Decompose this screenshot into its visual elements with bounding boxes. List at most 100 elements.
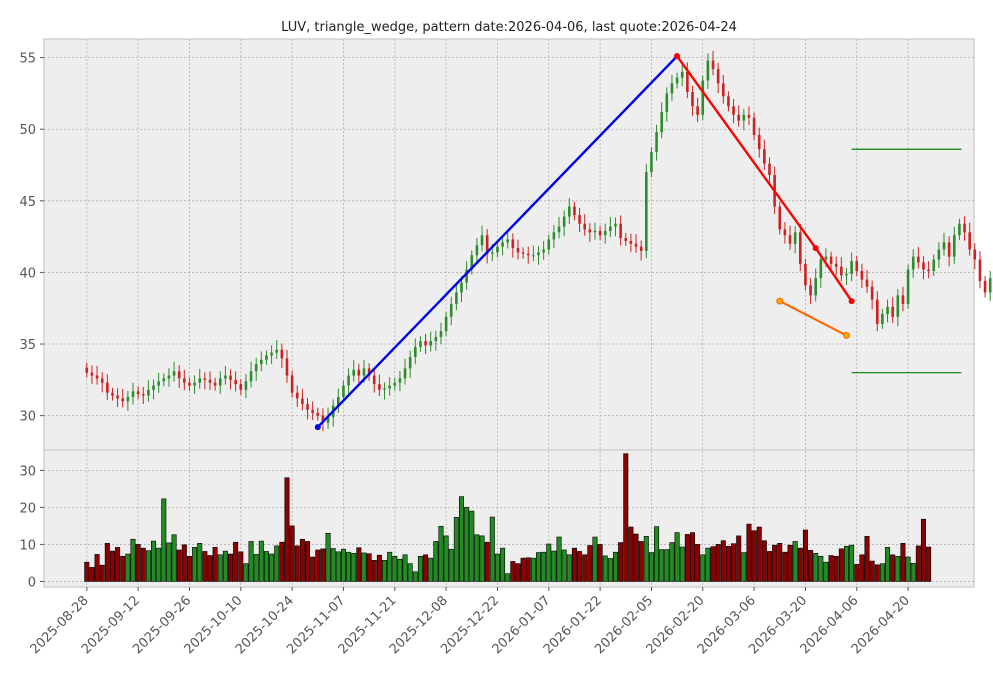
candle-body <box>860 270 864 280</box>
volume-bar <box>84 561 90 582</box>
candle-body <box>963 223 966 233</box>
candle-body <box>352 369 356 376</box>
candles <box>85 50 992 432</box>
volume-bar <box>351 553 357 582</box>
volume-bars <box>84 453 932 582</box>
volume-bar <box>525 557 531 582</box>
candle-body <box>480 235 484 246</box>
candle-body <box>357 369 361 376</box>
candle-body <box>260 359 263 365</box>
candle-body <box>804 263 807 286</box>
price-tick-label: 55 <box>19 52 36 67</box>
candle-body <box>234 379 237 385</box>
volume-bar <box>705 547 711 582</box>
volume-bar <box>94 554 100 582</box>
candle-body <box>532 255 535 257</box>
volume-bar <box>859 554 865 582</box>
volume-bar <box>376 554 382 582</box>
candle-body <box>824 256 828 260</box>
candle-body <box>239 384 243 390</box>
candle-body <box>388 385 391 389</box>
volume-bar <box>602 555 608 582</box>
volume-bar <box>546 543 552 582</box>
volume-bar <box>669 542 675 582</box>
volume-bar <box>258 540 264 582</box>
pattern-point-orange <box>776 297 784 305</box>
volume-bar <box>382 560 388 582</box>
candle-body <box>578 215 581 224</box>
candle-body <box>942 242 946 250</box>
candle-body <box>639 246 643 251</box>
candle-body <box>968 232 971 250</box>
candle-body <box>727 96 730 107</box>
candle-body <box>449 303 453 317</box>
volume-bar <box>145 550 151 582</box>
volume-bar <box>417 555 423 582</box>
volume-bar <box>248 541 254 582</box>
candle-body <box>881 313 884 324</box>
candle-body <box>188 382 191 386</box>
volume-bar <box>238 551 244 582</box>
price-tick-label: 40 <box>19 266 36 281</box>
candle-body <box>958 223 961 236</box>
chart-title: LUV, triangle_wedge, pattern date:2026-0… <box>281 20 737 35</box>
candle-body <box>326 417 330 423</box>
candle-body <box>763 149 766 164</box>
volume-bar <box>746 523 752 582</box>
volume-bar <box>243 563 249 582</box>
candle-body <box>834 263 838 267</box>
volume-bar <box>736 535 742 582</box>
volume-bar <box>197 543 203 582</box>
volume-bar <box>782 551 788 582</box>
pattern-point-blue <box>314 424 321 431</box>
candle-body <box>131 391 135 398</box>
volume-bar <box>843 545 849 582</box>
candle-body <box>198 378 202 383</box>
candle-body <box>917 256 920 263</box>
volume-bar <box>556 536 562 582</box>
candle-body <box>573 206 576 216</box>
candle-body <box>870 286 874 300</box>
candle-body <box>732 106 735 115</box>
candle-body <box>614 223 617 227</box>
candle-body <box>778 206 782 230</box>
candle-body <box>172 371 176 376</box>
volume-bar <box>766 551 772 582</box>
candle-body <box>809 285 812 296</box>
volume-bar <box>623 453 629 582</box>
candle-body <box>568 206 571 217</box>
candle-body <box>398 378 402 383</box>
volume-bar <box>356 547 362 582</box>
volume-bar <box>854 564 860 582</box>
candle-body <box>321 415 325 423</box>
candle-body <box>706 60 710 81</box>
volume-bar <box>140 547 146 582</box>
volume-bar <box>89 567 95 582</box>
candle-body <box>208 379 212 383</box>
volume-bar <box>202 551 208 582</box>
volume-bar <box>310 556 316 582</box>
volume-bar <box>582 554 588 582</box>
candle-body <box>603 230 607 236</box>
candle-body <box>301 398 304 405</box>
volume-bar <box>571 547 577 582</box>
volume-bar <box>284 477 290 582</box>
candle-body <box>167 375 171 379</box>
candle-body <box>342 385 345 398</box>
price-tick-label: 30 <box>19 410 36 425</box>
volume-bar <box>109 550 115 582</box>
volume-bar <box>828 555 834 582</box>
volume-bar <box>166 542 172 582</box>
candle-body <box>470 255 474 270</box>
candle-body <box>403 368 407 379</box>
volume-bar <box>453 517 459 582</box>
volume-bar <box>269 553 275 582</box>
volume-bar <box>130 538 136 582</box>
volume-bar <box>222 550 228 582</box>
candle-body <box>193 382 196 386</box>
candle-body <box>609 226 612 231</box>
volume-bar <box>156 547 162 582</box>
candle-body <box>562 216 566 227</box>
candle-body <box>367 368 371 376</box>
volume-bar <box>217 554 223 582</box>
